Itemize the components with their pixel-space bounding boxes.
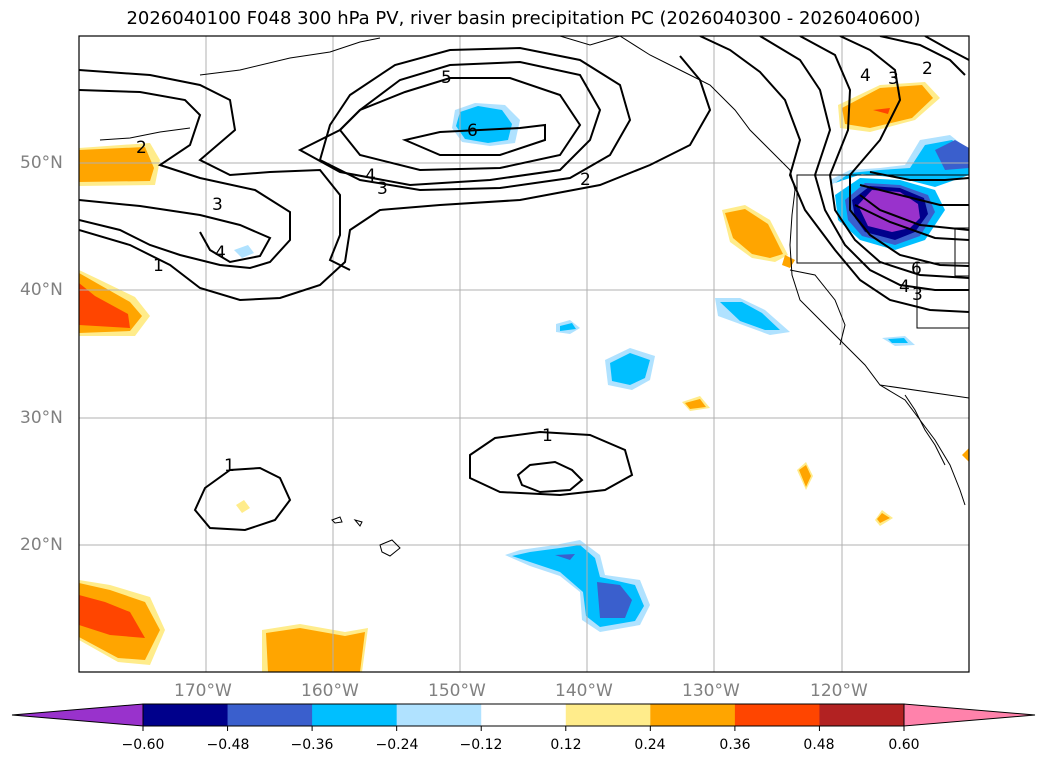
lon-label: 130°W (682, 681, 740, 701)
colorbar-segment (734, 704, 820, 726)
map-frame (78, 35, 970, 673)
colorbar-segment (143, 704, 229, 726)
colorbar-segment (312, 704, 398, 726)
contour-label: 2 (580, 170, 591, 190)
lon-label: 150°W (428, 681, 486, 701)
colorbar (11, 703, 1036, 731)
contour-label: 3 (212, 195, 223, 215)
contour-label: 5 (441, 68, 452, 88)
contour-label: 1 (224, 456, 235, 476)
colorbar-segment (481, 704, 567, 726)
contour-label: 3 (888, 69, 899, 89)
colorbar-label: 0.36 (719, 737, 751, 753)
colorbar-segment (650, 704, 736, 726)
colorbar-label: −0.12 (459, 737, 503, 753)
contour-label: 4 (860, 66, 871, 86)
colorbar-label: 0.12 (550, 737, 582, 753)
contour-label: 2 (136, 138, 147, 158)
lon-label: 120°W (810, 681, 868, 701)
pv-contours (79, 36, 969, 532)
contour-label: 4 (899, 277, 910, 297)
contour-labels: 5 6 2 4 3 4 3 2 1 1 1 4 3 2 6 4 3 (136, 59, 933, 476)
lat-label: 30°N (20, 408, 63, 428)
colorbar-segment (819, 704, 905, 726)
colorbar-label: 0.60 (888, 737, 920, 753)
colorbar-label: −0.24 (375, 737, 419, 753)
lat-label: 20°N (20, 535, 63, 555)
map-plot-area: 5 6 2 4 3 4 3 2 1 1 1 4 3 2 6 4 3 (79, 36, 969, 672)
contour-label: 1 (542, 426, 553, 446)
contour-label: 6 (911, 259, 922, 279)
colorbar-ticks (142, 726, 905, 731)
contour-label: 1 (153, 256, 164, 276)
contour-label: 4 (215, 243, 226, 263)
colorbar-label: 0.24 (634, 737, 666, 753)
contour-label: 3 (912, 285, 923, 305)
colorbar-label: 0.48 (803, 737, 835, 753)
colorbar-extend-high (903, 703, 1036, 727)
lat-label: 50°N (20, 153, 63, 173)
lon-label: 140°W (555, 681, 613, 701)
lon-label: 170°W (174, 681, 232, 701)
colorbar-frame (142, 703, 905, 727)
colorbar-label: −0.60 (121, 737, 165, 753)
lon-label: 160°W (301, 681, 359, 701)
contour-label: 4 (365, 166, 376, 186)
colorbar-segment (227, 704, 313, 726)
contour-label: 6 (467, 121, 478, 141)
precipitation-shading (79, 82, 969, 672)
map-title: 2026040100 F048 300 hPa PV, river basin … (126, 8, 921, 29)
colorbar-extend-low (11, 703, 144, 727)
contour-label: 2 (922, 59, 933, 79)
graticule (79, 36, 969, 672)
lat-label: 40°N (20, 280, 63, 300)
colorbar-segments (11, 703, 1036, 727)
colorbar-segment (565, 704, 651, 726)
coastlines (99, 36, 969, 557)
colorbar-label: −0.48 (206, 737, 250, 753)
contour-label: 3 (377, 179, 388, 199)
colorbar-label: −0.36 (290, 737, 334, 753)
colorbar-segment (396, 704, 482, 726)
